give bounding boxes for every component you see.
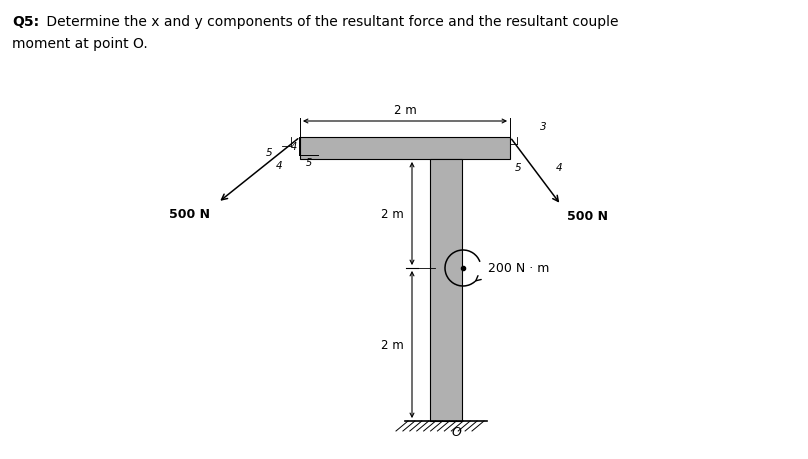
Text: 5: 5	[306, 157, 312, 168]
Text: 2 m: 2 m	[381, 338, 404, 351]
Text: 200 N · m: 200 N · m	[488, 262, 549, 275]
Text: 2 m: 2 m	[381, 207, 404, 220]
Text: 4: 4	[556, 162, 562, 173]
Text: 5: 5	[515, 162, 521, 173]
Text: Q5:: Q5:	[12, 15, 39, 29]
Bar	[430, 160, 462, 421]
Text: O: O	[451, 425, 461, 438]
Text: 500 N: 500 N	[567, 210, 608, 223]
Bar	[300, 138, 510, 160]
Text: 3: 3	[540, 122, 546, 132]
Text: 4: 4	[291, 142, 297, 151]
Text: moment at point O.: moment at point O.	[12, 37, 148, 51]
Text: 500 N: 500 N	[169, 207, 210, 220]
Text: Determine the x and y components of the resultant force and the resultant couple: Determine the x and y components of the …	[42, 15, 618, 29]
Text: 5: 5	[266, 147, 272, 157]
Text: 4: 4	[276, 161, 282, 170]
Text: 2 m: 2 m	[393, 104, 416, 117]
